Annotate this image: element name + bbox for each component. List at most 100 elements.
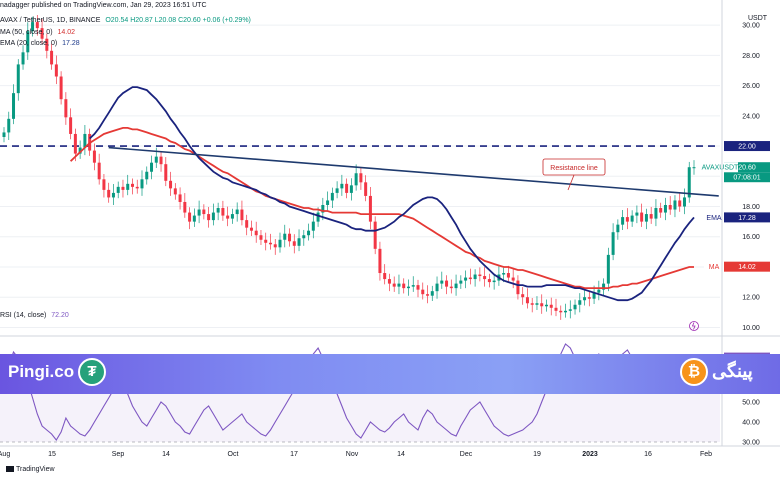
candle-body (587, 297, 591, 299)
candle-body (421, 289, 425, 295)
candle-body (530, 303, 534, 305)
candle-body (445, 280, 449, 287)
candle-body (216, 208, 220, 213)
time-tick-label: Aug (0, 451, 10, 458)
candle-body (45, 38, 49, 51)
price-grid (0, 24, 720, 328)
candle-body (678, 200, 682, 207)
candle-body (307, 230, 311, 236)
candle-body (611, 232, 615, 255)
candle-body (226, 215, 230, 219)
candle-body (464, 277, 468, 281)
ema-name-tag: EMA (706, 215, 722, 222)
symbol-line: AVAX / TetherUS, 1D, BINANCE O20.54 H20.… (0, 17, 254, 24)
ohlc-text: O20.54 H20.87 L20.08 C20.60 +0.06 (+0.29… (105, 17, 251, 24)
rsi-pane (3, 343, 637, 441)
candle-body (126, 183, 130, 190)
candle-body (59, 76, 63, 100)
price-axis[interactable]: 10.0012.0014.0016.0018.0020.0022.0024.00… (702, 0, 770, 447)
candle-body (621, 217, 625, 225)
last-price-tag: 20.60 (738, 165, 756, 172)
rsi-legend[interactable]: RSI (14, close) 72.20 (0, 312, 69, 319)
rsi-legend-value: 72.20 (51, 312, 69, 319)
resistance-annotation-text: Resistance line (550, 165, 598, 172)
candle-body (107, 189, 111, 198)
candle-body (682, 197, 686, 207)
countdown-tag-bg (724, 172, 770, 183)
candle-body (668, 205, 672, 210)
rsi-line (3, 343, 637, 441)
candle-body (121, 186, 125, 190)
candle-body (449, 286, 453, 289)
candle-body (254, 230, 258, 236)
ema-price-tag-bg (724, 212, 770, 223)
candle-body (387, 279, 391, 284)
candle-body (606, 254, 610, 284)
pingi-brand-persian: پینگی (712, 361, 753, 381)
candle-body (330, 192, 334, 201)
price-tick-label: 24.00 (742, 113, 760, 120)
candle-body (578, 300, 582, 305)
candle-body (687, 167, 691, 198)
time-tick-label: Feb (700, 451, 712, 458)
candle-body (663, 205, 667, 213)
ema-legend-value: 17.28 (62, 40, 80, 47)
candle-body (145, 171, 149, 180)
candle-body (159, 156, 163, 165)
candle-body (26, 31, 30, 53)
time-tick-label: 14 (162, 451, 170, 458)
candle-body (150, 162, 154, 172)
ema-legend[interactable]: EMA (20, close, 0) 17.28 (0, 40, 80, 47)
candle-body (316, 212, 320, 222)
ma-name-tag-bg (704, 261, 724, 272)
candle-body (178, 194, 182, 202)
candle-body (183, 201, 187, 213)
candle-body (502, 273, 506, 275)
candle-body (2, 132, 6, 137)
candle-body (135, 186, 139, 189)
time-axis[interactable]: Aug 15 Sep 14 Oct 17 Nov 14 Dec 19 2023 16 Feb (0, 445, 780, 458)
ma-legend-label: MA (50, close, 0) (0, 29, 53, 36)
candle-body (616, 224, 620, 233)
rsi-tick-label: 30.00 (742, 440, 760, 447)
candle-body (468, 277, 472, 280)
candle-body (173, 188, 177, 195)
candle-body (278, 239, 282, 248)
candle-body (207, 214, 211, 221)
price-tick-label: 10.00 (742, 325, 760, 332)
alert-icon[interactable] (689, 321, 699, 331)
candle-body (483, 276, 487, 280)
publisher-text: nadagger published on TradingView.com, J… (0, 2, 207, 9)
candle-body (35, 22, 39, 29)
rsi-tick-label: 50.00 (742, 400, 760, 407)
candle-body (92, 150, 96, 163)
candle-body (383, 273, 387, 280)
time-tick-label: Oct (228, 451, 239, 458)
ema-20-line (89, 86, 695, 302)
candle-body (597, 289, 601, 293)
candle-body (12, 93, 16, 119)
ma-price-tag: 14.02 (738, 264, 756, 271)
candle-body (321, 205, 325, 213)
ma-legend[interactable]: MA (50, close, 0) 14.02 (0, 29, 75, 36)
currency-label: USDT (748, 15, 767, 22)
candle-body (411, 285, 415, 287)
candle-body (235, 209, 239, 215)
candle-body (50, 50, 54, 65)
ema-price-tag: 17.28 (738, 215, 756, 222)
candle-body (302, 235, 306, 239)
candle-body (273, 244, 277, 248)
time-tick-label: 16 (644, 451, 652, 458)
candle-body (202, 209, 206, 215)
candle-body (430, 291, 434, 296)
publisher-line: nadagger published on TradingView.com, J… (0, 2, 207, 9)
candle-body (154, 156, 158, 163)
candle-body (644, 214, 648, 222)
candle-body (392, 283, 396, 287)
candle-body (130, 183, 134, 187)
tether-icon: ₮ (78, 358, 106, 386)
resistance-trendline (108, 146, 719, 197)
candle-body (406, 286, 410, 289)
tradingview-logo[interactable]: TradingView (6, 466, 55, 473)
